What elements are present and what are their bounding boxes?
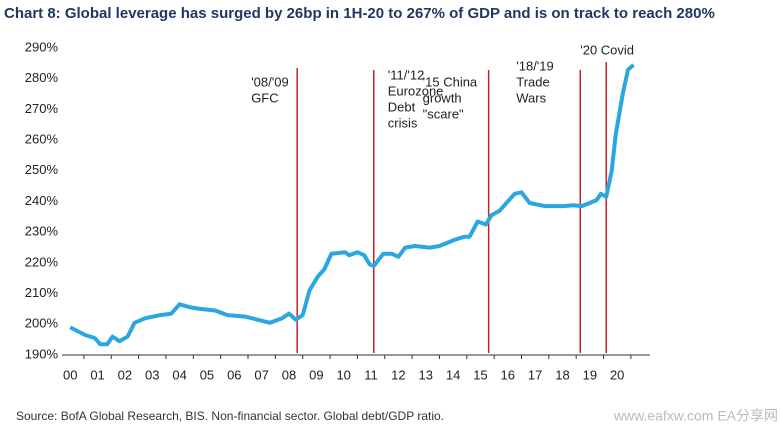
y-tick-label: 220% xyxy=(25,254,59,269)
event-label: GFC xyxy=(251,90,278,105)
event-label: growth xyxy=(423,90,462,105)
x-tick-label: 05 xyxy=(200,367,214,382)
x-tick-label: 11 xyxy=(364,367,378,382)
event-label: '18/'19 xyxy=(516,58,554,73)
x-tick-label: 03 xyxy=(145,367,159,382)
y-tick-label: 190% xyxy=(25,346,59,361)
event-label: '20 Covid xyxy=(580,42,634,57)
x-tick-label: 08 xyxy=(282,367,296,382)
event-label: Wars xyxy=(516,90,546,105)
x-tick-label: 07 xyxy=(254,367,268,382)
x-tick-label: 18 xyxy=(555,367,569,382)
y-tick-label: 260% xyxy=(25,132,59,147)
x-tick-label: 04 xyxy=(172,367,186,382)
y-tick-label: 270% xyxy=(25,101,59,116)
y-tick-label: 200% xyxy=(25,316,59,331)
x-tick-label: 09 xyxy=(309,367,323,382)
y-tick-label: 280% xyxy=(25,70,59,85)
x-tick-label: 06 xyxy=(227,367,241,382)
x-tick-label: 02 xyxy=(118,367,132,382)
x-tick-label: 17 xyxy=(528,367,542,382)
y-tick-label: 230% xyxy=(25,224,59,239)
x-tick-label: 16 xyxy=(501,367,515,382)
y-tick-label: 210% xyxy=(25,285,59,300)
event-label: crisis xyxy=(388,115,418,130)
y-tick-label: 290% xyxy=(25,39,59,54)
event-label: '08/'09 xyxy=(251,74,289,89)
x-tick-label: 15 xyxy=(473,367,487,382)
event-label: Trade xyxy=(516,74,549,89)
y-tick-label: 240% xyxy=(25,193,59,208)
event-label: Eurozone xyxy=(388,83,444,98)
x-tick-label: 12 xyxy=(391,367,405,382)
x-tick-label: 01 xyxy=(90,367,104,382)
event-label: "scare" xyxy=(423,106,464,121)
x-tick-label: 14 xyxy=(446,367,460,382)
data-line xyxy=(69,63,635,347)
event-label: Debt xyxy=(388,99,416,114)
x-tick-label: 20 xyxy=(610,367,624,382)
source-note: Source: BofA Global Research, BIS. Non-f… xyxy=(16,409,444,423)
y-tick-label: 250% xyxy=(25,162,59,177)
x-tick-label: 10 xyxy=(336,367,350,382)
chart-title: Chart 8: Global leverage has surged by 2… xyxy=(4,5,715,22)
x-tick-label: 13 xyxy=(419,367,433,382)
watermark: www.eafxw.com EA分享网 xyxy=(613,408,778,424)
event-label: '15 China xyxy=(423,74,478,89)
event-label: '11/'12 xyxy=(388,67,425,82)
x-tick-label: 19 xyxy=(583,367,597,382)
x-tick-label: 00 xyxy=(63,367,77,382)
